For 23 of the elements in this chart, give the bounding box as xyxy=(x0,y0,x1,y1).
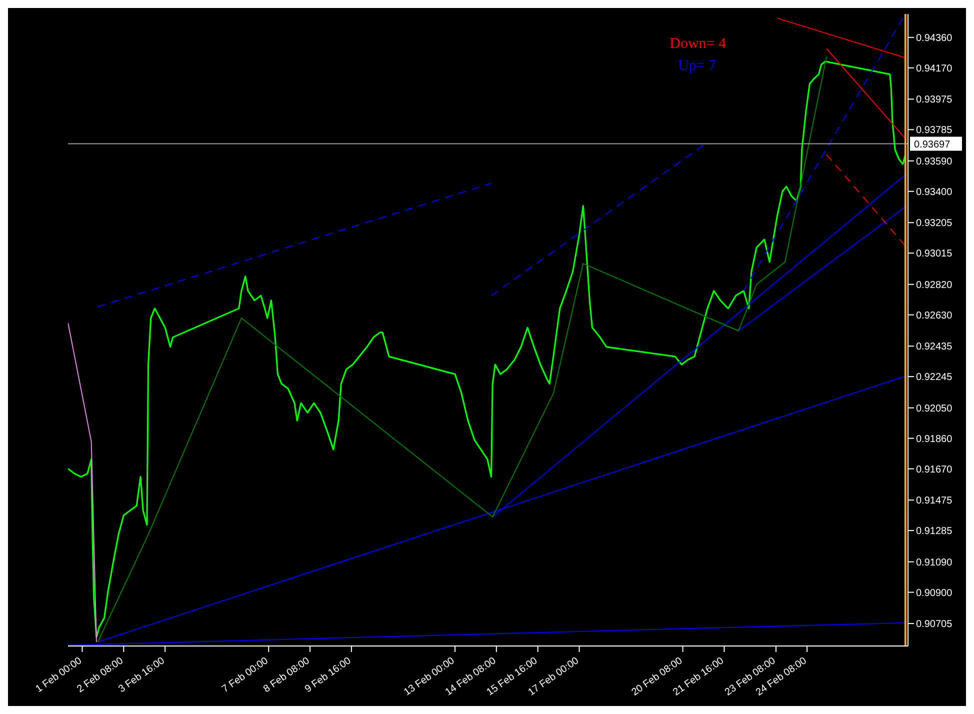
y-tick-label: 0.93015 xyxy=(916,248,953,260)
y-tick-label: 0.94170 xyxy=(916,63,953,74)
annotation: Down= 4 xyxy=(670,36,726,53)
y-tick-label: 0.92050 xyxy=(916,403,953,414)
annotation: Up= 7 xyxy=(678,58,716,75)
ref-line-label: 0.93697 xyxy=(914,140,951,151)
y-tick-label: 0.94360 xyxy=(916,32,953,44)
y-tick-label: 0.91670 xyxy=(916,464,953,476)
y-tick-label: 0.91860 xyxy=(916,434,953,445)
y-tick-label: 0.92435 xyxy=(916,342,953,353)
y-tick-label: 0.93785 xyxy=(916,125,953,136)
y-tick-label: 0.92630 xyxy=(916,310,953,322)
y-tick-label: 0.91090 xyxy=(916,557,953,568)
y-tick-label: 0.91475 xyxy=(916,496,953,507)
y-tick-label: 0.93400 xyxy=(916,186,953,198)
y-tick-label: 0.90900 xyxy=(916,588,953,599)
y-tick-label: 0.93205 xyxy=(916,218,953,230)
y-tick-label: 0.90705 xyxy=(916,619,953,630)
y-tick-label: 0.93975 xyxy=(916,94,953,106)
y-tick-label: 0.93590 xyxy=(916,156,953,168)
y-tick-label: 0.91285 xyxy=(916,526,953,538)
y-tick-label: 0.92820 xyxy=(916,280,953,291)
y-tick-label: 0.92245 xyxy=(916,372,953,384)
